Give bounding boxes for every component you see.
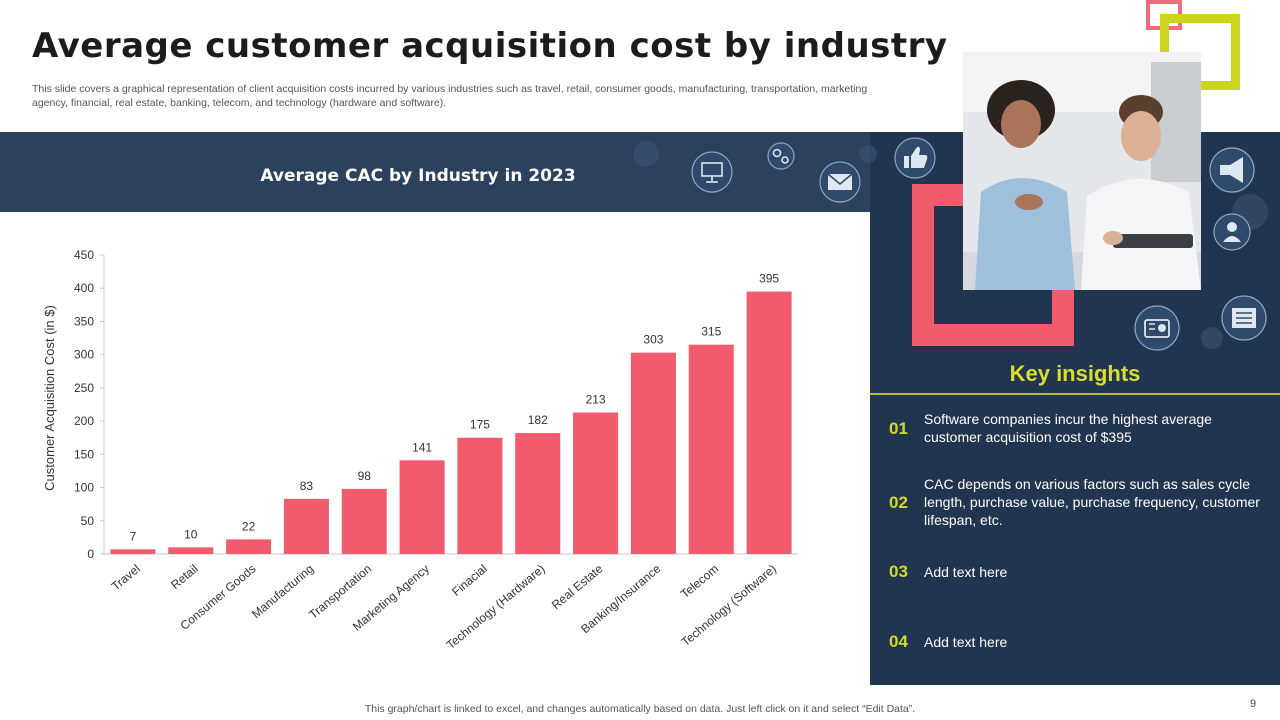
bar: [573, 412, 619, 554]
slide-title: Average customer acquisition cost by ind…: [32, 26, 948, 66]
bar: [688, 344, 734, 554]
bar-value-label: 141: [412, 440, 432, 454]
megaphone-icon: [1209, 147, 1255, 193]
insight-text: Add text here: [924, 564, 1008, 580]
bar: [226, 539, 272, 554]
bar-value-label: 182: [528, 413, 548, 427]
insight-number: 03: [889, 562, 908, 581]
radio-icon: [1134, 305, 1180, 351]
insight-text: Software companies incur the highest ave…: [924, 411, 1212, 445]
y-tick-label: 450: [74, 248, 94, 262]
y-tick-label: 50: [81, 514, 95, 528]
decor-dot: [859, 145, 877, 163]
x-tick-label: Finacial: [449, 562, 490, 599]
bar: [341, 488, 387, 554]
decor-dot: [633, 141, 659, 167]
x-tick-label: Telecom: [678, 562, 721, 601]
bars: [110, 291, 792, 554]
bar-value-label: 22: [242, 519, 256, 533]
x-tick-label: Technology (Hardware): [444, 562, 548, 652]
y-tick-label: 400: [74, 281, 94, 295]
bar-value-label: 83: [300, 479, 314, 493]
team-photo-illustration: [963, 52, 1201, 290]
bar-value-label: 175: [470, 418, 490, 432]
x-tick-label: Technology (Software): [679, 562, 779, 649]
bar-value-label: 315: [701, 325, 721, 339]
bar-value-label: 98: [358, 469, 372, 483]
insights-title: Key insights: [1009, 361, 1141, 386]
footnote: This graph/chart is linked to excel, and…: [364, 703, 916, 715]
bar: [283, 498, 329, 554]
mail-icon: [819, 161, 861, 203]
bar: [457, 437, 503, 554]
gears-icon: [767, 142, 795, 170]
bar-value-labels: 7 10 22 83 98 141 175 182 213 303 315 395: [130, 272, 780, 544]
bar-value-label: 303: [643, 333, 663, 347]
bar-chart: Customer Acquisition Cost (in $) 0 50 100 1…: [42, 248, 798, 652]
insight-text: CAC depends on various factors such as s…: [924, 476, 1260, 528]
insight-number: 04: [889, 632, 908, 651]
user-icon: [1213, 213, 1251, 251]
x-tick-label: Travel: [109, 562, 143, 594]
y-axis-ticks: 0 50 100 150 200 250 300 350 400 450: [74, 248, 104, 561]
monitor-icon: [691, 151, 733, 193]
insights-divider: [870, 393, 1280, 395]
x-tick-label: Real Estate: [549, 561, 606, 612]
y-tick-label: 0: [87, 547, 94, 561]
y-tick-label: 200: [74, 414, 94, 428]
slide-subtitle: This slide covers a graphical representa…: [32, 83, 868, 109]
y-tick-label: 250: [74, 381, 94, 395]
bar: [746, 291, 792, 554]
page-number: 9: [1250, 698, 1257, 710]
bar: [630, 352, 676, 554]
chart-title: Average CAC by Industry in 2023: [260, 166, 576, 186]
y-tick-label: 150: [74, 447, 94, 461]
bar-value-label: 395: [759, 272, 779, 286]
bar-value-label: 10: [184, 527, 198, 541]
bar: [110, 549, 156, 554]
newspaper-icon: [1221, 295, 1267, 341]
team-photo: [963, 52, 1201, 290]
x-tick-label: Retail: [168, 562, 201, 592]
insight-text: Add text here: [924, 634, 1008, 650]
bar-value-label: 7: [130, 529, 137, 543]
thumbs-up-icon: [894, 137, 936, 179]
y-tick-label: 350: [74, 314, 94, 328]
bar: [515, 433, 561, 554]
y-tick-label: 100: [74, 481, 94, 495]
insight-number: 02: [889, 493, 908, 512]
insight-number: 01: [889, 419, 908, 438]
decor-dot: [1201, 327, 1223, 349]
bar: [168, 547, 214, 554]
y-tick-label: 300: [74, 348, 94, 362]
y-axis-title: Customer Acquisition Cost (in $): [42, 305, 57, 491]
bar: [399, 460, 445, 554]
bar-value-label: 213: [586, 392, 606, 406]
